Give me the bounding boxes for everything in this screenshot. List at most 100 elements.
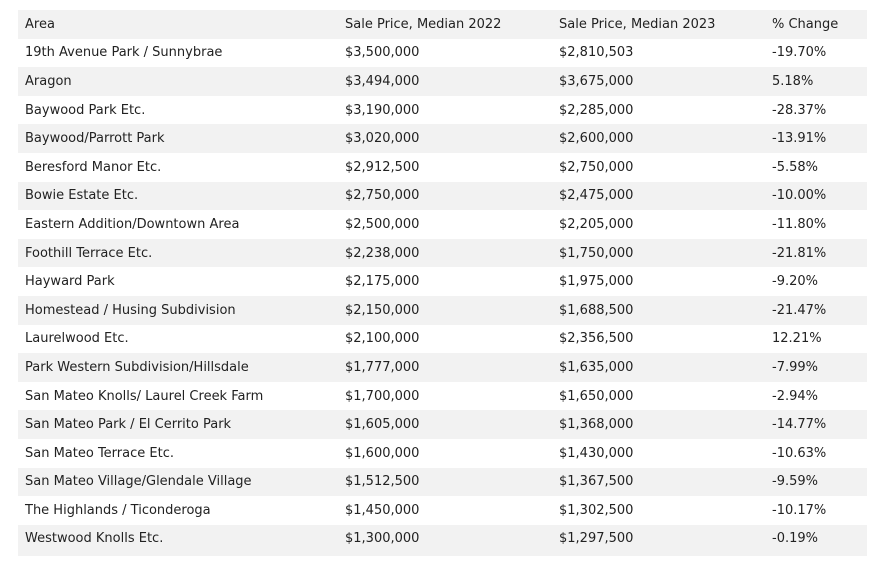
cell-median-2023: $1,368,000 (559, 417, 634, 433)
cell-median-2023: $1,297,500 (559, 531, 634, 547)
cell-percent-change: 12.21% (772, 331, 822, 347)
cell-percent-change: -21.81% (772, 245, 827, 261)
cell-median-2022: $2,150,000 (345, 302, 420, 318)
cell-percent-change: -14.77% (772, 417, 827, 433)
cell-median-2022: $1,512,500 (345, 474, 420, 490)
table-row: Bowie Estate Etc. $2,750,000 $2,475,000 -10… (18, 181, 867, 211)
cell-percent-change: -28.37% (772, 102, 827, 118)
header-median-2023: Sale Price, Median 2023 (559, 16, 716, 32)
header-area: Area (25, 16, 55, 32)
table-row: San Mateo Park / El Cerrito Park $1,605,0… (18, 410, 867, 439)
table-row: Hayward Park $2,175,000 $1,975,000 -9.20% (18, 267, 867, 296)
table-row: San Mateo Knolls/ Laurel Creek Farm $1,70… (18, 381, 867, 411)
cell-area: Aragon (25, 73, 72, 89)
cell-median-2023: $2,356,500 (559, 331, 634, 347)
cell-median-2023: $1,750,000 (559, 245, 634, 261)
cell-median-2023: $1,302,500 (559, 502, 634, 518)
table-row: Baywood Park Etc. $3,190,000 $2,285,000 -28… (18, 95, 867, 125)
cell-percent-change: -10.17% (772, 502, 827, 518)
table-row: Eastern Addition/Downtown Area $2,500,000… (18, 210, 867, 239)
cell-median-2023: $1,367,500 (559, 474, 634, 490)
cell-median-2022: $3,020,000 (345, 131, 420, 147)
cell-area: Eastern Addition/Downtown Area (25, 216, 240, 232)
cell-percent-change: -0.19% (772, 531, 818, 547)
cell-median-2023: $2,600,000 (559, 131, 634, 147)
cell-median-2023: $2,475,000 (559, 188, 634, 204)
cell-area: Bowie Estate Etc. (25, 188, 139, 204)
cell-median-2022: $1,605,000 (345, 417, 420, 433)
table-row: San Mateo Terrace Etc. $1,600,000 $1,430,0… (18, 438, 867, 468)
cell-median-2023: $1,650,000 (559, 388, 634, 404)
cell-percent-change: 5.18% (772, 73, 814, 89)
cell-median-2023: $2,205,000 (559, 216, 634, 232)
table-row: Foothill Terrace Etc. $2,238,000 $1,750,00… (18, 238, 867, 268)
cell-median-2023: $1,688,500 (559, 302, 634, 318)
table-bottom-rule (18, 553, 867, 557)
cell-percent-change: -7.99% (772, 359, 818, 375)
cell-area: Hayward Park (25, 274, 115, 290)
cell-median-2022: $2,750,000 (345, 188, 420, 204)
table-header: Area Sale Price, Median 2022 Sale Price,… (18, 10, 867, 39)
cell-percent-change: -19.70% (772, 45, 827, 61)
table-row: San Mateo Village/Glendale Village $1,512… (18, 467, 867, 497)
cell-median-2023: $1,975,000 (559, 274, 634, 290)
cell-median-2023: $3,675,000 (559, 73, 634, 89)
cell-percent-change: -11.80% (772, 216, 827, 232)
table-row: Beresford Manor Etc. $2,912,500 $2,750,000… (18, 152, 867, 182)
cell-percent-change: -10.63% (772, 445, 827, 461)
cell-median-2022: $2,175,000 (345, 274, 420, 290)
cell-area: The Highlands / Ticonderoga (25, 502, 211, 518)
table-row: Homestead / Husing Subdivision $2,150,000… (18, 295, 867, 325)
cell-median-2022: $2,912,500 (345, 159, 420, 175)
cell-percent-change: -9.20% (772, 274, 818, 290)
cell-area: San Mateo Terrace Etc. (25, 445, 174, 461)
table-row: Park Western Subdivision/Hillsdale $1,777… (18, 353, 867, 382)
cell-median-2022: $1,600,000 (345, 445, 420, 461)
cell-area: Baywood Park Etc. (25, 102, 146, 118)
cell-median-2023: $2,750,000 (559, 159, 634, 175)
cell-median-2022: $2,100,000 (345, 331, 420, 347)
cell-area: Baywood/Parrott Park (25, 131, 165, 147)
header-percent-change: % Change (772, 16, 839, 32)
cell-median-2023: $2,285,000 (559, 102, 634, 118)
cell-percent-change: -9.59% (772, 474, 818, 490)
header-median-2022: Sale Price, Median 2022 (345, 16, 502, 32)
cell-percent-change: -21.47% (772, 302, 827, 318)
cell-median-2022: $1,450,000 (345, 502, 420, 518)
table-row: Laurelwood Etc. $2,100,000 $2,356,500 12.21… (18, 324, 867, 354)
cell-area: Beresford Manor Etc. (25, 159, 162, 175)
cell-median-2022: $1,777,000 (345, 359, 420, 375)
median-sale-price-table: Area Sale Price, Median 2022 Sale Price,… (18, 10, 867, 554)
cell-median-2022: $3,500,000 (345, 45, 420, 61)
cell-area: Laurelwood Etc. (25, 331, 129, 347)
price-table-container: Area Sale Price, Median 2022 Sale Price,… (18, 10, 867, 557)
header-row: Area Sale Price, Median 2022 Sale Price,… (18, 10, 867, 39)
cell-area: 19th Avenue Park / Sunnybrae (25, 45, 223, 61)
cell-median-2022: $1,300,000 (345, 531, 420, 547)
table-row: 19th Avenue Park / Sunnybrae $3,500,000 $2… (18, 38, 867, 68)
cell-median-2022: $2,500,000 (345, 216, 420, 232)
table-row: Westwood Knolls Etc. $1,300,000 $1,297,500… (18, 524, 867, 554)
cell-area: Westwood Knolls Etc. (25, 531, 164, 547)
cell-median-2022: $2,238,000 (345, 245, 420, 261)
table-row: Baywood/Parrott Park $3,020,000 $2,600,000… (18, 124, 867, 153)
cell-median-2023: $1,430,000 (559, 445, 634, 461)
cell-area: San Mateo Knolls/ Laurel Creek Farm (25, 388, 264, 404)
cell-percent-change: -10.00% (772, 188, 827, 204)
cell-area: San Mateo Village/Glendale Village (25, 474, 252, 490)
cell-area: San Mateo Park / El Cerrito Park (25, 417, 232, 433)
cell-median-2023: $1,635,000 (559, 359, 634, 375)
cell-median-2022: $1,700,000 (345, 388, 420, 404)
cell-area: Homestead / Husing Subdivision (25, 302, 236, 318)
table-body: 19th Avenue Park / Sunnybrae $3,500,000 $2… (18, 38, 867, 554)
cell-percent-change: -2.94% (772, 388, 818, 404)
table-row: The Highlands / Ticonderoga $1,450,000 $1,… (18, 496, 867, 525)
cell-median-2023: $2,810,503 (559, 45, 634, 61)
cell-median-2022: $3,494,000 (345, 73, 420, 89)
cell-percent-change: -5.58% (772, 159, 818, 175)
cell-area: Park Western Subdivision/Hillsdale (25, 359, 249, 375)
cell-median-2022: $3,190,000 (345, 102, 420, 118)
cell-percent-change: -13.91% (772, 131, 827, 147)
table-row: Aragon $3,494,000 $3,675,000 5.18% (18, 67, 867, 96)
cell-area: Foothill Terrace Etc. (25, 245, 153, 261)
